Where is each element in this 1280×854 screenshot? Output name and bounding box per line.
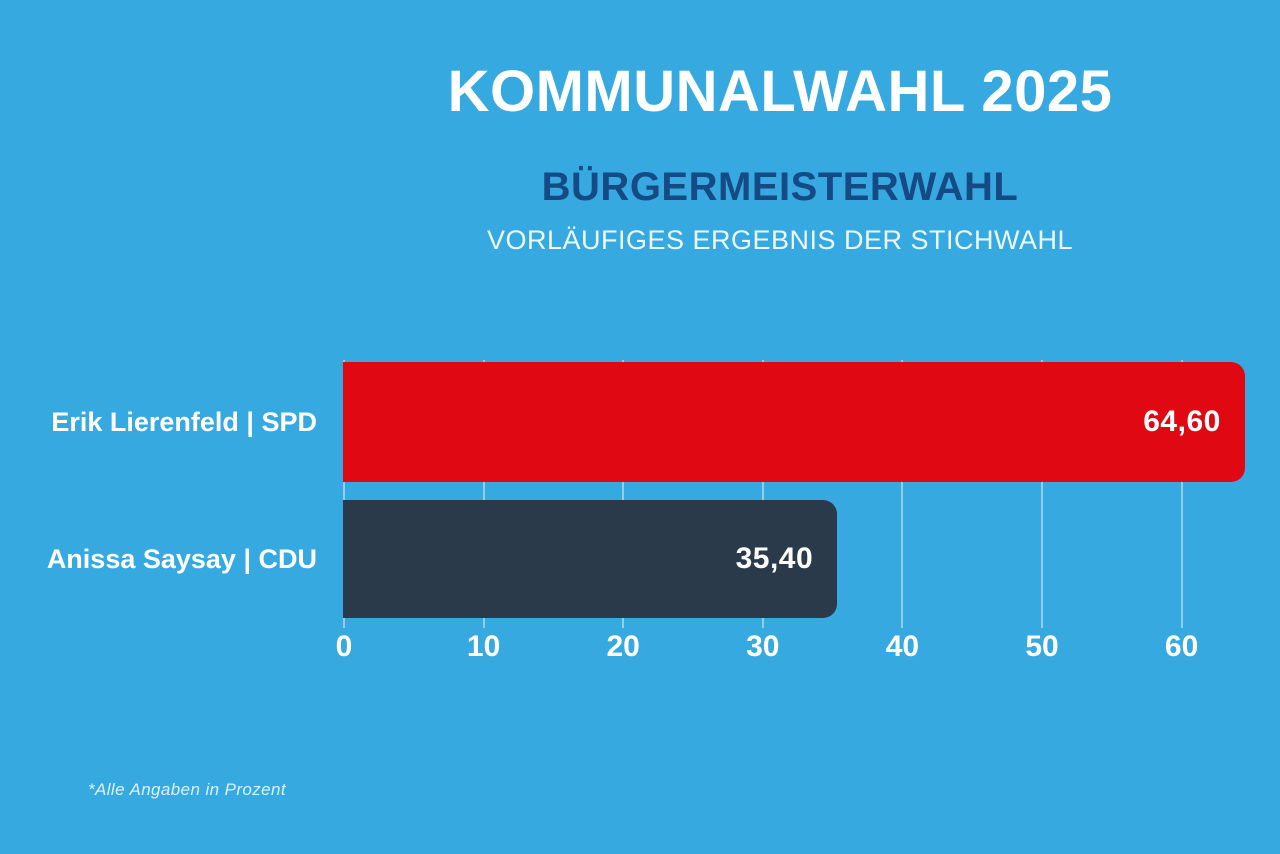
bar-value-spd: 64,60 (1143, 405, 1221, 438)
x-tick-label: 60 (1164, 630, 1199, 663)
x-tick-label: 0 (335, 630, 353, 663)
gridline (1041, 360, 1043, 628)
gridline (622, 360, 625, 628)
bar-value-cdu: 35,40 (735, 542, 814, 575)
gridline (901, 360, 904, 628)
x-tick-label: 40 (885, 630, 920, 663)
x-tick-label: 10 (466, 630, 501, 663)
gridline (761, 360, 764, 628)
candidate-label-spd: Erik Lierenfeld | SPD (51, 406, 317, 437)
page-title: KOMMUNALWAHL 2025 (447, 59, 1113, 124)
bar-spd: 64,60 (343, 362, 1245, 482)
x-tick-label: 30 (746, 630, 780, 663)
chart-subtitle: BÜRGERMEISTERWAHL (541, 165, 1019, 209)
x-axis: 0 10 20 30 40 50 60 (336, 628, 1280, 668)
gridline (482, 360, 485, 628)
gridline (343, 360, 345, 628)
bar-cdu: 35,40 (343, 500, 838, 618)
candidate-label-cdu: Anissa Saysay | CDU (46, 543, 317, 574)
result-status-line: VORLÄUFIGES ERGEBNIS DER STICHWAHL (486, 225, 1074, 255)
x-tick-label: 50 (1025, 630, 1059, 663)
x-tick-label: 20 (606, 630, 640, 663)
footnote: *Alle Angaben in Prozent (88, 780, 286, 799)
bar-chart: Erik Lierenfeld | SPD 64,60 Anissa Saysa… (47, 360, 1280, 663)
gridline (1180, 360, 1183, 628)
